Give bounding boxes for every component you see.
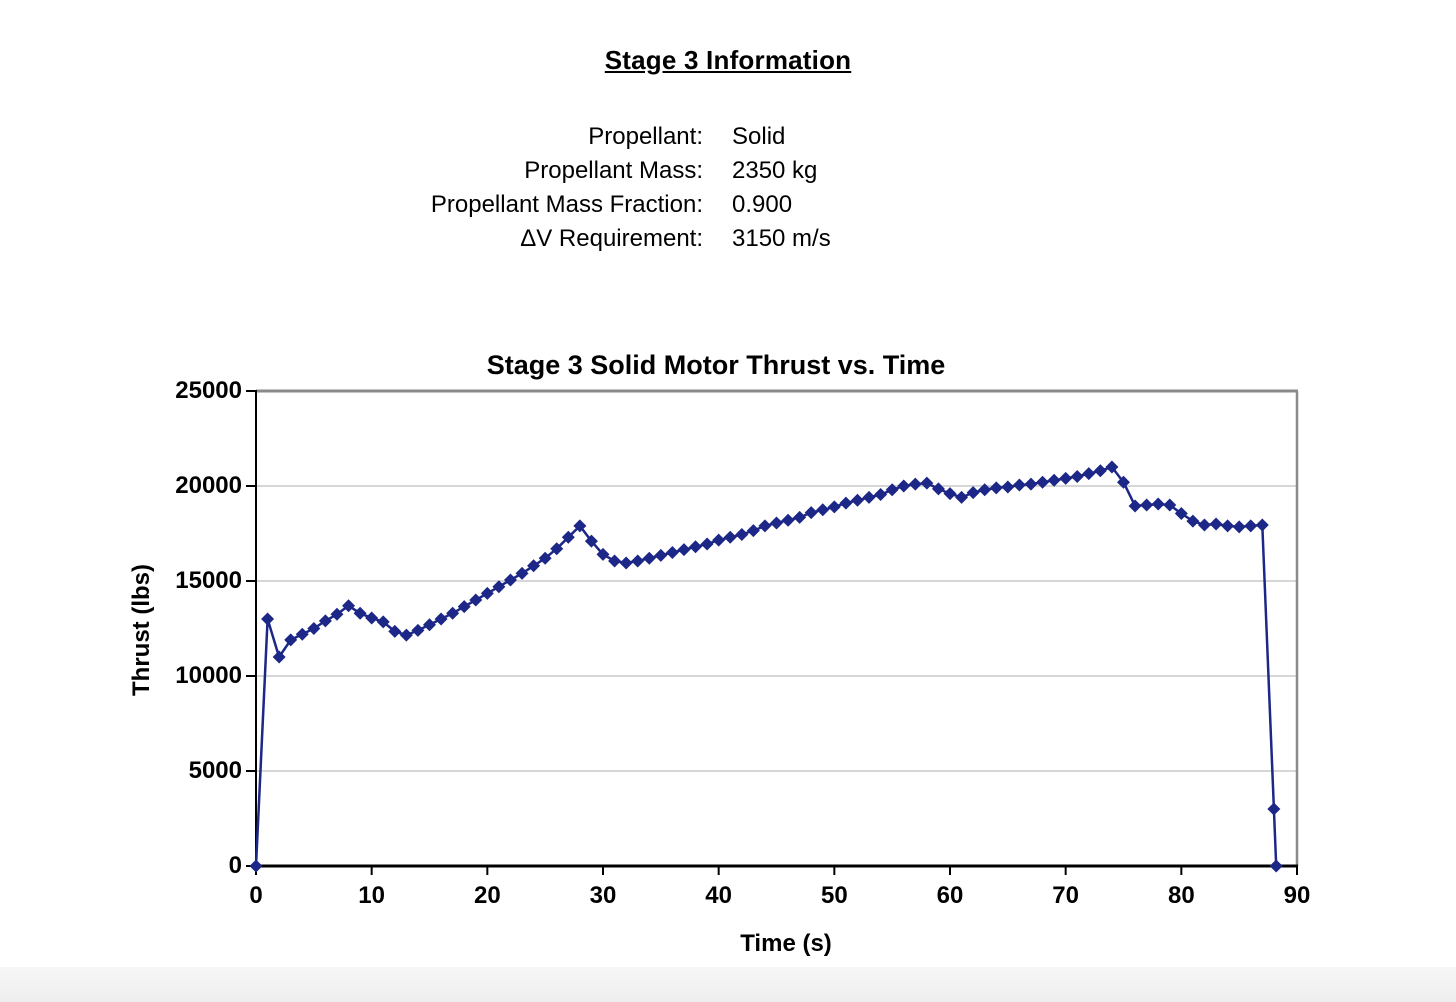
thrust-series-markers <box>249 460 1283 873</box>
x-tick-label: 20 <box>473 882 501 909</box>
info-table: Propellant: Solid Propellant Mass: 2350 … <box>0 120 1456 256</box>
info-row-propellant-mass: Propellant Mass: 2350 kg <box>0 154 1456 188</box>
info-label: Propellant: <box>588 123 703 150</box>
info-value: 0.900 <box>732 191 793 218</box>
x-tick-label: 90 <box>1283 882 1311 909</box>
chart-title: Stage 3 Solid Motor Thrust vs. Time <box>486 350 946 380</box>
x-tick-label: 40 <box>705 882 732 909</box>
x-tick-label: 30 <box>589 882 617 909</box>
info-row-propellant: Propellant: Solid <box>0 120 1456 154</box>
x-tick-label: 70 <box>1052 882 1079 909</box>
info-panel-title: Stage 3 Information <box>604 45 852 75</box>
info-row-mass-fraction: Propellant Mass Fraction: 0.900 <box>0 188 1456 222</box>
info-value: Solid <box>732 123 786 150</box>
info-label: ΔV Requirement: <box>520 225 703 252</box>
x-tick-label: 50 <box>820 882 848 909</box>
page-bottom-gutter <box>0 967 1456 1002</box>
info-label: Propellant Mass Fraction: <box>430 191 703 218</box>
y-tick-label: 5000 <box>188 757 242 784</box>
y-tick-label: 20000 <box>175 472 242 499</box>
x-tick-label: 60 <box>936 882 964 909</box>
info-row-delta-v: ΔV Requirement: 3150 m/s <box>0 222 1456 256</box>
info-value: 2350 kg <box>732 157 818 184</box>
x-axis-title: Time (s) <box>740 930 832 957</box>
info-label: Propellant Mass: <box>524 157 703 184</box>
info-value: 3150 m/s <box>732 225 831 252</box>
x-tick-label: 0 <box>249 882 263 909</box>
y-tick-label: 0 <box>228 852 242 879</box>
y-tick-label: 25000 <box>175 377 242 404</box>
y-tick-label: 10000 <box>175 662 242 689</box>
x-tick-label: 80 <box>1167 882 1195 909</box>
x-tick-label: 10 <box>358 882 385 909</box>
y-tick-label: 15000 <box>175 567 242 594</box>
